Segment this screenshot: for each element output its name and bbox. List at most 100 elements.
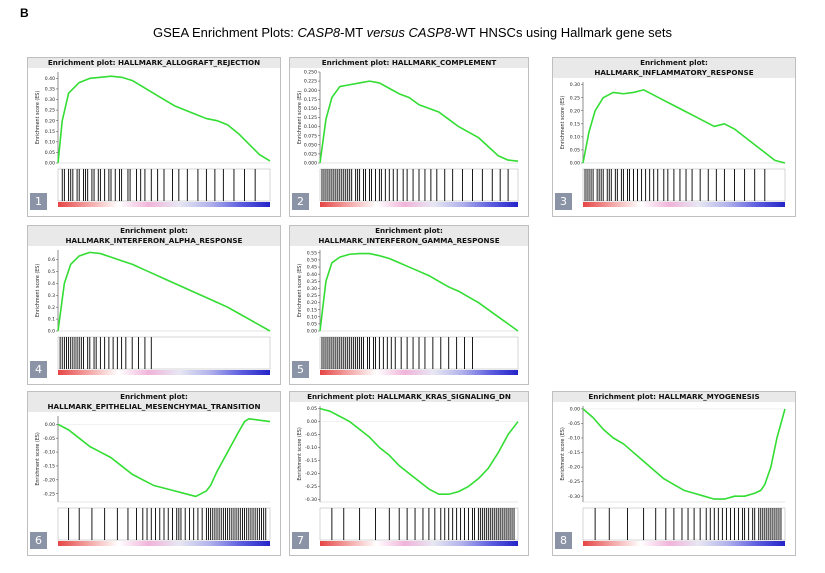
enrichment-curve (57, 75, 271, 164)
y-tick-label: 0.000 (304, 161, 317, 167)
y-tick-label: 0.05 (307, 321, 317, 327)
y-tick-label: 0.15 (570, 121, 580, 127)
ranked-list-bar (583, 541, 785, 546)
plot-title-line: Enrichment plot: HALLMARK_COMPLEMENT (321, 58, 497, 67)
y-tick-label: 0.175 (304, 97, 317, 103)
y-tick-label: 0.200 (304, 88, 317, 94)
plot-title-line: Enrichment plot: HALLMARK_MYOGENESIS (588, 392, 760, 401)
plot-title: Enrichment plot: HALLMARK_COMPLEMENT (290, 58, 528, 68)
ranked-list-bar (320, 541, 518, 546)
y-tick-label: 0.05 (307, 406, 317, 412)
plot-number-badge: 8 (555, 532, 572, 549)
plot-title: Enrichment plot: HALLMARK_INFLAMMATORY_RE… (553, 58, 795, 78)
figure-title-mid-1: -MT (340, 25, 367, 40)
y-tick-label: 0.4 (48, 281, 55, 287)
y-tick-label: -0.15 (568, 450, 580, 456)
y-tick-label: 0.25 (570, 95, 580, 101)
y-tick-label: 0.05 (45, 150, 55, 156)
y-tick-label: 0.0 (48, 329, 55, 335)
y-tick-label: -0.20 (568, 465, 580, 471)
figure-title-gene-2: CASP8 (408, 25, 452, 40)
y-tick-label: -0.10 (305, 445, 317, 451)
panel-letter: B (20, 6, 29, 20)
y-tick-label: 0.40 (307, 272, 317, 278)
enrichment-plot: Enrichment plot: HALLMARK_MYOGENESIS 0.00… (552, 391, 796, 556)
plot-title-line: Enrichment plot: (120, 226, 188, 235)
hit-rug-frame (582, 507, 786, 541)
plot-title: Enrichment plot: HALLMARK_INTERFERON_GAMM… (290, 226, 528, 246)
plot-title-line: Enrichment plot: (640, 58, 708, 67)
y-tick-label: 0.100 (304, 124, 317, 130)
y-tick-label: 0.250 (304, 70, 317, 76)
plot-title-line: Enrichment plot: HALLMARK_ALLOGRAFT_REJE… (47, 58, 261, 67)
y-tick-label: 0.35 (307, 279, 317, 285)
enrichment-curve (57, 251, 271, 332)
ranked-list-bar (320, 202, 518, 207)
hit-rug-frame (57, 336, 271, 370)
y-tick-label: 0.225 (304, 79, 317, 85)
plot-title: Enrichment plot: HALLMARK_MYOGENESIS (553, 392, 795, 402)
y-axis-label: Enrichment score (ES) (35, 91, 41, 144)
enrichment-curve (319, 80, 519, 164)
plot-canvas: 0.250 0.225 0.200 0.175 0.150 0.125 0.100 0.075… (297, 70, 519, 207)
figure-title-versus: versus (366, 25, 405, 40)
y-axis-label: Enrichment score (ES) (560, 427, 566, 480)
y-tick-label: -0.20 (43, 477, 55, 483)
y-tick-label: 0.00 (570, 407, 580, 413)
plot-number-badge: 1 (30, 193, 47, 210)
figure-title-prefix: GSEA Enrichment Plots: (152, 25, 298, 40)
y-tick-label: -0.05 (568, 421, 580, 427)
y-tick-label: 0.20 (307, 300, 317, 306)
y-tick-label: -0.10 (568, 436, 580, 442)
figure-title: GSEA Enrichment Plots: CASP8-MT versus C… (0, 25, 825, 40)
y-tick-label: -0.10 (43, 450, 55, 456)
y-tick-label: 0.6 (48, 257, 55, 263)
y-tick-label: 0.30 (307, 286, 317, 292)
ranked-list-bar (58, 202, 270, 207)
y-axis-label: Enrichment score (ES) (297, 91, 303, 144)
y-tick-label: 0.00 (307, 329, 317, 335)
plot-title: Enrichment plot: HALLMARK_ALLOGRAFT_REJE… (28, 58, 280, 68)
y-tick-label: -0.05 (43, 436, 55, 442)
y-tick-label: 0.10 (307, 314, 317, 320)
y-tick-label: -0.25 (305, 484, 317, 490)
y-tick-label: 0.125 (304, 115, 317, 121)
plot-title: Enrichment plot: HALLMARK_INTERFERON_ALPH… (28, 226, 280, 246)
y-tick-label: -0.15 (305, 458, 317, 464)
plot-title-line: HALLMARK_INTERFERON_ALPHA_RESPONSE (65, 236, 243, 245)
enrichment-plot: Enrichment plot: HALLMARK_EPITHELIAL_MESE… (27, 391, 281, 556)
plot-number-badge: 2 (292, 193, 309, 210)
enrichment-curve (319, 252, 519, 332)
y-tick-label: 0.025 (304, 152, 317, 158)
y-tick-label: 0.40 (45, 76, 55, 82)
y-tick-label: 0.35 (45, 87, 55, 93)
ranked-list-bar (58, 370, 270, 375)
y-tick-label: -0.05 (305, 432, 317, 438)
figure-title-suffix: -WT HNSCs using Hallmark gene sets (451, 25, 673, 40)
plot-title-line: HALLMARK_INFLAMMATORY_RESPONSE (594, 68, 754, 77)
plot-title-line: HALLMARK_EPITHELIAL_MESENCHYMAL_TRANSITI… (47, 402, 261, 411)
y-tick-label: 0.45 (307, 265, 317, 271)
figure-title-gene-1: CASP8 (297, 25, 341, 40)
y-tick-label: 0.20 (45, 118, 55, 124)
y-tick-label: 0.15 (307, 307, 317, 313)
plot-canvas: 0.55 0.500.450.400.350.300.250.200.150.10… (297, 250, 519, 375)
y-tick-label: 0.3 (48, 293, 55, 299)
y-tick-label: -0.30 (568, 494, 580, 500)
y-tick-label: 0.00 (307, 419, 317, 425)
plot-number-badge: 5 (292, 361, 309, 378)
plot-number-badge: 4 (30, 361, 47, 378)
y-axis-label: Enrichment score (ES) (35, 432, 41, 485)
y-tick-label: -0.25 (568, 479, 580, 485)
y-axis-label: Enrichment score (ES) (35, 264, 41, 317)
plot-canvas: 0.40 0.35 0.30 0.25 0.20 0.15 0.10 0.05 0.00 Enri… (35, 72, 271, 207)
y-tick-label: 0.10 (570, 134, 580, 140)
y-tick-label: -0.20 (305, 471, 317, 477)
plot-title: Enrichment plot: HALLMARK_EPITHELIAL_MESE… (28, 392, 280, 412)
y-tick-label: 0.15 (45, 129, 55, 135)
y-tick-label: 0.25 (45, 108, 55, 114)
plot-title-line: Enrichment plot: (120, 392, 188, 401)
enrichment-curve (319, 407, 519, 496)
plot-canvas: 0.6 0.5 0.4 0.3 0.2 0.1 0.0 Enrichment score (E… (35, 250, 271, 375)
plot-canvas: 0.05 0.00 -0.05 -0.10 -0.15 -0.20 -0.25 -0.30 En… (297, 406, 519, 546)
